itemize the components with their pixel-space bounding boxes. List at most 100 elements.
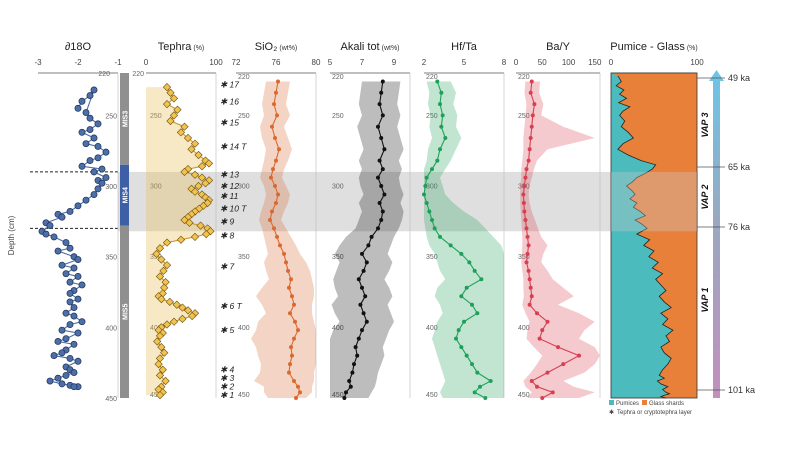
panel-tick-label: 80	[312, 58, 321, 67]
data-point-hfta	[430, 217, 434, 222]
tephra-envelope	[146, 87, 211, 396]
data-point-sio2	[296, 384, 300, 389]
age-scale-bar: 49 ka 65 ka 76 ka 101 ka VAP 3 VAP 2 VAP 1	[697, 70, 755, 398]
panel-tick-label: 7	[360, 58, 365, 67]
legend-label-glass: Glass shards	[649, 401, 684, 407]
data-point-tephra	[162, 83, 172, 92]
data-point-d18O	[78, 318, 86, 326]
data-point-bay	[527, 277, 532, 282]
legend-swatch-pumices	[609, 400, 614, 405]
tephra-layer-label: ✱ 11	[220, 191, 239, 201]
panel-title-hfta: Hf/Ta	[451, 41, 478, 53]
shaded-interval	[118, 171, 698, 232]
data-point-bay	[525, 234, 530, 239]
legend-swatch-glass	[642, 400, 647, 405]
panel-depth-tick: 220	[332, 74, 344, 81]
panel-tick-label: 76	[272, 58, 281, 67]
data-point-alkali	[379, 136, 384, 140]
data-point-alkali	[356, 277, 361, 282]
panel-tick-label: 8	[502, 58, 507, 67]
data-point-sio2	[276, 79, 280, 84]
panel-depth-tick: 350	[332, 254, 344, 261]
data-point-tephra	[197, 162, 207, 171]
data-point-hfta	[459, 294, 464, 299]
data-point-bay	[528, 90, 533, 95]
data-point-hfta	[440, 113, 445, 118]
data-point-d18O	[82, 109, 90, 117]
data-point-sio2	[276, 192, 280, 197]
data-point-d18O	[66, 354, 74, 362]
data-point-hfta	[435, 158, 440, 163]
data-point-d18O	[62, 371, 70, 379]
data-point-d18O	[74, 357, 82, 365]
panel-tephra: Tephra (%) 0 100 220 250 300 350 400 450	[132, 41, 223, 400]
data-point-sio2	[272, 102, 276, 107]
panel-depth-tick: 450	[150, 392, 162, 399]
data-point-tephra	[162, 261, 172, 270]
data-point-tephra	[169, 317, 179, 326]
data-point-tephra	[178, 303, 187, 312]
data-point-alkali	[380, 79, 385, 84]
mis-label: MIS5	[123, 304, 130, 320]
data-point-sio2	[292, 379, 296, 384]
data-point-d18O	[62, 335, 70, 343]
data-point-d18O	[78, 128, 86, 136]
data-point-d18O	[70, 369, 78, 377]
data-point-tephra	[176, 235, 186, 244]
data-point-d18O	[54, 374, 62, 382]
panel-tick-label: 100	[562, 58, 576, 67]
data-point-tephra	[194, 181, 203, 191]
data-point-d18O	[82, 196, 90, 204]
data-point-d18O	[54, 247, 62, 255]
data-point-tephra	[155, 391, 165, 400]
data-point-tephra	[180, 167, 189, 177]
data-point-alkali	[376, 124, 380, 129]
tephra-layer-label: ✱ 13	[220, 170, 239, 180]
panel-tick-label: 5	[328, 58, 333, 67]
data-point-tephra	[161, 278, 170, 287]
data-point-tephra	[183, 133, 193, 143]
data-point-bay	[526, 268, 531, 273]
data-point-hfta	[439, 90, 444, 95]
data-point-bay	[529, 124, 534, 129]
data-point-d18O	[50, 352, 58, 360]
shaded-interval-overlay	[611, 171, 697, 232]
data-point-hfta	[424, 175, 429, 180]
data-point-alkali	[379, 217, 384, 222]
data-point-hfta	[443, 136, 448, 140]
data-point-tephra	[158, 365, 167, 374]
panel-depth-tick: 450	[238, 392, 250, 399]
data-point-tephra	[185, 218, 194, 227]
panel-depth-tick: 300	[332, 184, 344, 191]
data-point-d18O	[74, 295, 82, 303]
data-point-tephra	[162, 99, 172, 109]
tephra-layer-label: ✱ 14 T	[220, 141, 247, 151]
data-point-tephra	[172, 300, 181, 309]
data-point-d18O	[86, 114, 94, 122]
mis-segment	[120, 73, 129, 165]
panel-tick-label: 50	[538, 58, 547, 67]
data-point-bay	[529, 294, 534, 299]
data-point-tephra	[162, 320, 172, 329]
data-point-alkali	[352, 362, 356, 367]
legend-asterisk-icon: ✱	[609, 409, 614, 416]
panel-depth-tick: 250	[332, 113, 344, 120]
data-point-alkali	[364, 260, 369, 265]
data-point-sio2	[292, 336, 296, 341]
data-point-d18O	[98, 165, 106, 173]
mis-segment	[120, 164, 129, 226]
data-point-tephra	[153, 337, 162, 346]
age-label: 65 ka	[728, 162, 750, 172]
data-point-bay	[561, 362, 566, 367]
legend: Pumices Glass shards ✱ Tephra or cryptot…	[609, 400, 692, 416]
data-point-tephra	[173, 105, 182, 114]
data-point-hfta	[478, 384, 482, 389]
data-point-alkali	[377, 158, 382, 163]
data-point-sio2	[296, 328, 300, 333]
panel-depth-tick: 250	[518, 113, 530, 120]
data-point-hfta	[479, 277, 484, 282]
data-point-tephra	[160, 348, 169, 357]
data-point-tephra	[180, 122, 189, 131]
tephra-layer-label: ✱ 5	[220, 325, 234, 335]
